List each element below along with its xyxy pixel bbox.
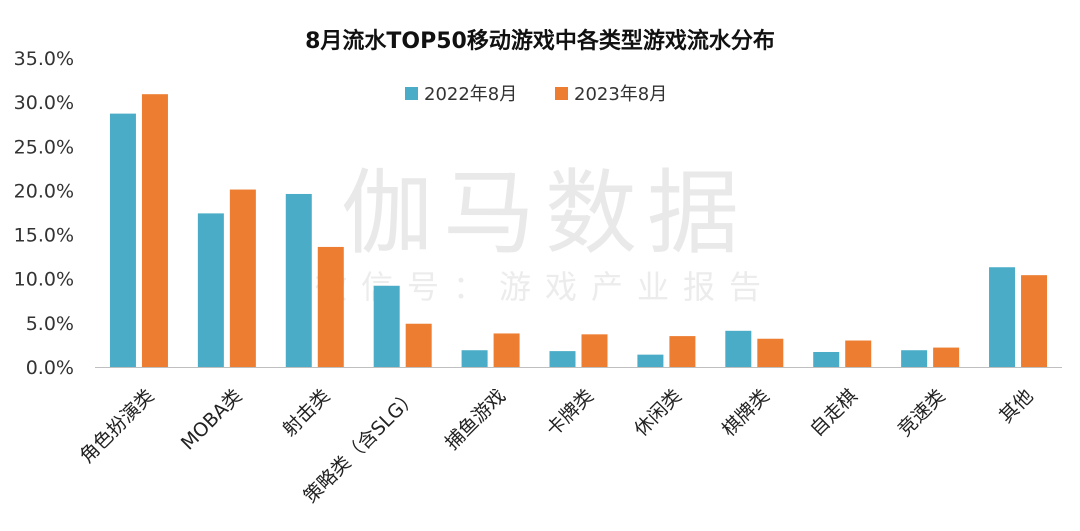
y-tick-label: 10.0% bbox=[14, 269, 74, 291]
y-tick-label: 0.0% bbox=[26, 357, 74, 379]
x-category-label: 竞速类 bbox=[894, 385, 950, 441]
bar-2022 bbox=[461, 350, 488, 367]
bar-2023 bbox=[933, 347, 960, 367]
x-category-label: 自走棋 bbox=[806, 385, 862, 441]
bar-2022 bbox=[901, 350, 928, 367]
bar-2023 bbox=[229, 189, 256, 367]
x-category-label: MOBA类 bbox=[177, 385, 247, 455]
y-tick-label: 15.0% bbox=[14, 225, 74, 247]
bar-2023 bbox=[757, 338, 784, 367]
y-axis-ticks: 0.0% 5.0% 10.0% 15.0% 20.0% 25.0% 30.0% 35.0% bbox=[14, 48, 74, 379]
bar-2023 bbox=[1021, 275, 1048, 367]
bar-2023 bbox=[845, 340, 872, 367]
chart-title: 8月流水TOP50移动游戏中各类型游戏流水分布 bbox=[305, 28, 775, 54]
legend-label-2023: 2023年8月 bbox=[574, 84, 667, 105]
bar-2022 bbox=[637, 354, 664, 367]
bar-2022 bbox=[989, 267, 1016, 367]
bar-2022 bbox=[813, 351, 840, 367]
x-category-label: 射击类 bbox=[278, 385, 334, 441]
x-category-label: 休闲类 bbox=[630, 385, 686, 441]
x-category-label: 其他 bbox=[995, 385, 1037, 427]
legend-label-2022: 2022年8月 bbox=[424, 84, 517, 105]
bar-2022 bbox=[549, 351, 576, 367]
y-tick-label: 25.0% bbox=[14, 136, 74, 158]
y-tick-label: 20.0% bbox=[14, 180, 74, 202]
bar-2023 bbox=[581, 334, 608, 367]
bar-2022 bbox=[197, 213, 224, 367]
y-tick-label: 5.0% bbox=[26, 313, 74, 335]
bar-2023 bbox=[317, 246, 344, 367]
legend-swatch-2023 bbox=[555, 87, 568, 100]
y-tick-label: 30.0% bbox=[14, 92, 74, 114]
legend: 2022年8月 2023年8月 bbox=[405, 84, 667, 105]
watermark-logo-text: 伽马数据 bbox=[341, 160, 749, 267]
bar-2022 bbox=[725, 330, 752, 367]
x-category-label: 捕鱼游戏 bbox=[441, 385, 510, 454]
bars bbox=[109, 94, 1048, 368]
bar-2023 bbox=[493, 333, 520, 367]
x-category-label: 棋牌类 bbox=[718, 385, 774, 441]
x-category-label: 角色扮演类 bbox=[76, 385, 159, 468]
bar-2023 bbox=[405, 323, 432, 367]
bar-2023 bbox=[141, 94, 168, 367]
legend-swatch-2022 bbox=[405, 87, 418, 100]
bar-2022 bbox=[109, 113, 136, 368]
bar-2023 bbox=[669, 336, 696, 367]
bar-2022 bbox=[285, 193, 312, 367]
bar-2022 bbox=[373, 285, 400, 367]
y-tick-label: 35.0% bbox=[14, 48, 74, 70]
x-category-label: 卡牌类 bbox=[542, 385, 598, 441]
